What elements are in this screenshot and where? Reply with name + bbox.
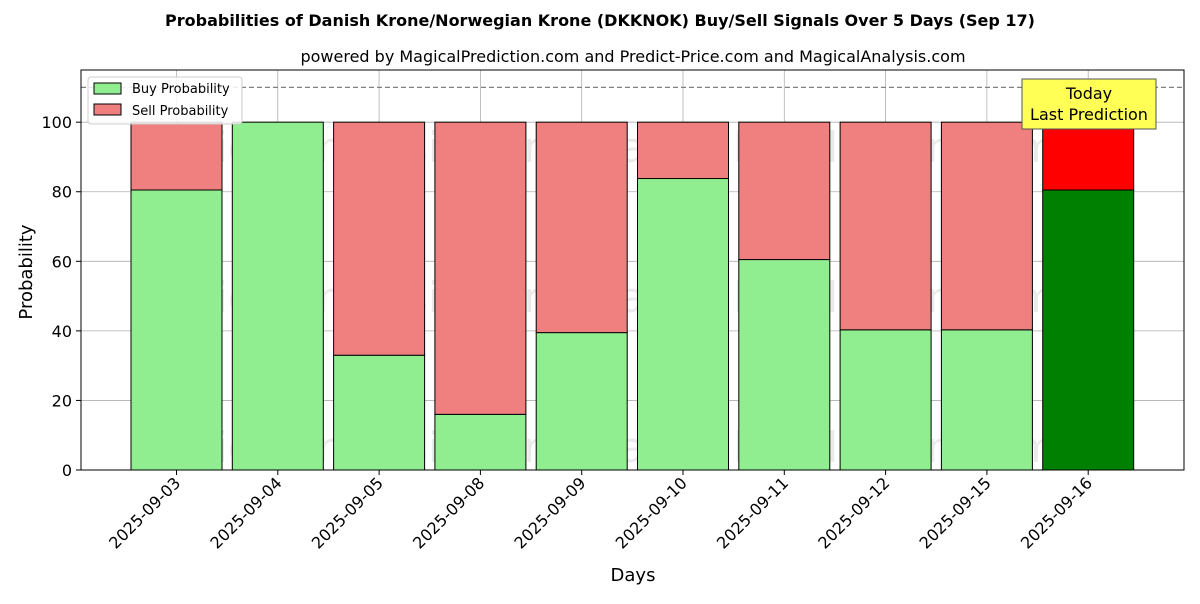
buy-bar: [940, 329, 1033, 471]
legend-label-sell: Sell Probability: [132, 104, 229, 119]
x-tick-label: 2025-09-10: [612, 473, 691, 552]
buy-bar: [130, 189, 223, 471]
x-tick-label: 2025-09-16: [1017, 473, 1096, 552]
sell-bar: [535, 121, 628, 334]
x-tick-label: 2025-09-03: [105, 473, 184, 552]
annotation-line2: Last Prediction: [1030, 105, 1148, 124]
buy-bar: [535, 332, 628, 471]
bars-layer: [81, 86, 1184, 471]
buy-bar: [738, 259, 831, 471]
x-tick-label: 2025-09-09: [510, 473, 589, 552]
legend-box: [87, 76, 243, 125]
sell-bar: [130, 121, 223, 191]
y-tick-label: 0: [62, 461, 72, 480]
y-tick-label: 100: [41, 113, 72, 132]
x-tick-label: 2025-09-08: [409, 473, 488, 552]
y-tick-label: 20: [52, 391, 72, 410]
sell-bar: [940, 121, 1033, 331]
today-annotation: Today Last Prediction: [1021, 78, 1157, 130]
sell-bar: [333, 121, 426, 356]
legend-label-buy: Buy Probability: [132, 82, 230, 97]
x-tick-label: 2025-09-04: [206, 473, 285, 552]
y-tick-label: 60: [52, 252, 72, 271]
y-axis-label: Probability: [16, 224, 37, 319]
buy-bar: [1042, 189, 1135, 471]
x-tick-label: 2025-09-15: [916, 473, 995, 552]
x-tick-label: 2025-09-05: [308, 473, 387, 552]
buy-bar: [434, 413, 527, 471]
plot-frame: [80, 69, 1185, 471]
annotation-line1: Today: [1065, 84, 1112, 103]
chart-title: Probabilities of Danish Krone/Norwegian …: [165, 11, 1035, 30]
chart-subtitle: powered by MagicalPrediction.com and Pre…: [300, 47, 965, 66]
legend-swatch-buy: [93, 82, 122, 95]
legend: Buy Probability Sell Probability: [87, 76, 243, 125]
x-tick-label: 2025-09-12: [814, 473, 893, 552]
sell-bar: [434, 121, 527, 415]
annotation-box: [1021, 78, 1157, 130]
sell-bar: [738, 121, 831, 261]
y-tick-label: 80: [52, 183, 72, 202]
buy-bar: [637, 178, 729, 471]
buy-bar: [333, 354, 426, 471]
buy-bar: [839, 329, 932, 471]
buy-bar: [231, 121, 324, 471]
legend-swatch-sell: [93, 103, 122, 116]
sell-bar: [1042, 121, 1135, 191]
y-tick-label: 40: [52, 322, 72, 341]
sell-bar: [637, 121, 729, 180]
sell-bar: [839, 121, 932, 331]
x-axis-label: Days: [611, 565, 656, 586]
x-tick-label: 2025-09-11: [713, 473, 792, 552]
